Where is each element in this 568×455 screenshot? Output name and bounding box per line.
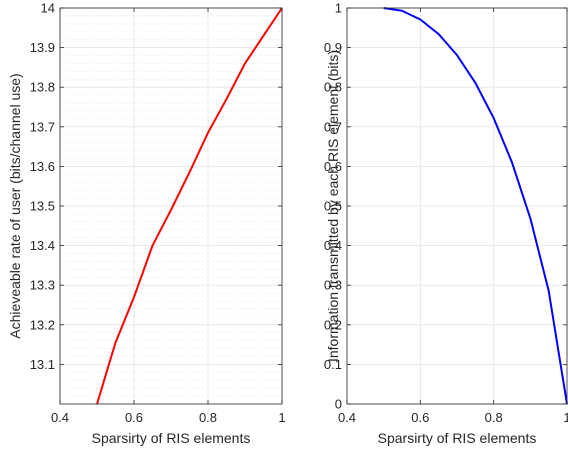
x-tick-label: 0.4: [338, 410, 356, 425]
x-tick-label: 0.6: [125, 410, 143, 425]
y-tick-label: 0.5: [324, 199, 342, 214]
series-line: [96, 7, 283, 405]
y-axis-label: Information transmitted by each RIS elem…: [325, 50, 341, 362]
left-chart-panel: 0.4 0.6 0.8 1 13.1 13.2 13.3 13.4 13.5 13.6 13.7 13…: [7, 1, 286, 447]
x-axis-label: Sparsirty of RIS elements: [92, 430, 251, 446]
x-tick-label: 0.4: [51, 410, 69, 425]
y-tick-label: 13.1: [30, 357, 55, 372]
x-tick-label: 0.8: [485, 410, 503, 425]
series-line: [383, 7, 568, 405]
y-axis-label: Achieveable rate of user (bits/channel u…: [7, 73, 23, 338]
y-tick-label: 14: [41, 1, 55, 16]
y-tick-label: 0.7: [324, 119, 342, 134]
x-tick-label: 1: [563, 410, 568, 425]
y-tick-label: 13.8: [30, 80, 55, 95]
y-tick-label: 0.8: [324, 80, 342, 95]
y-tick-label: 13.9: [30, 40, 55, 55]
y-tick-label: 0.6: [324, 159, 342, 174]
y-tick-label: 0.2: [324, 317, 342, 332]
y-tick-label: 0.4: [324, 238, 342, 253]
y-tick-label: 0.1: [324, 357, 342, 372]
y-tick-label: 0: [335, 397, 342, 412]
y-tick-label: 13.7: [30, 119, 55, 134]
x-tick-label: 0.6: [411, 410, 429, 425]
y-tick-label: 13.6: [30, 159, 55, 174]
right-chart-panel: 0.4 0.6 0.8 1 0 0.1 0.2 0.3 0.4 0.5 0.6 0.7 0.8 0.9 1 S…: [324, 1, 568, 447]
x-axis-label: Sparsirty of RIS elements: [378, 430, 537, 446]
y-tick-label: 13.2: [30, 317, 55, 332]
y-tick-label: 13.4: [30, 238, 55, 253]
x-tick-label: 0.8: [199, 410, 217, 425]
y-tick-label: 13.5: [30, 199, 55, 214]
y-tick-label: 0.9: [324, 40, 342, 55]
y-tick-label: 0.3: [324, 278, 342, 293]
y-tick-label: 13.3: [30, 278, 55, 293]
y-tick-label: 1: [335, 1, 342, 16]
x-tick-label: 1: [278, 410, 285, 425]
